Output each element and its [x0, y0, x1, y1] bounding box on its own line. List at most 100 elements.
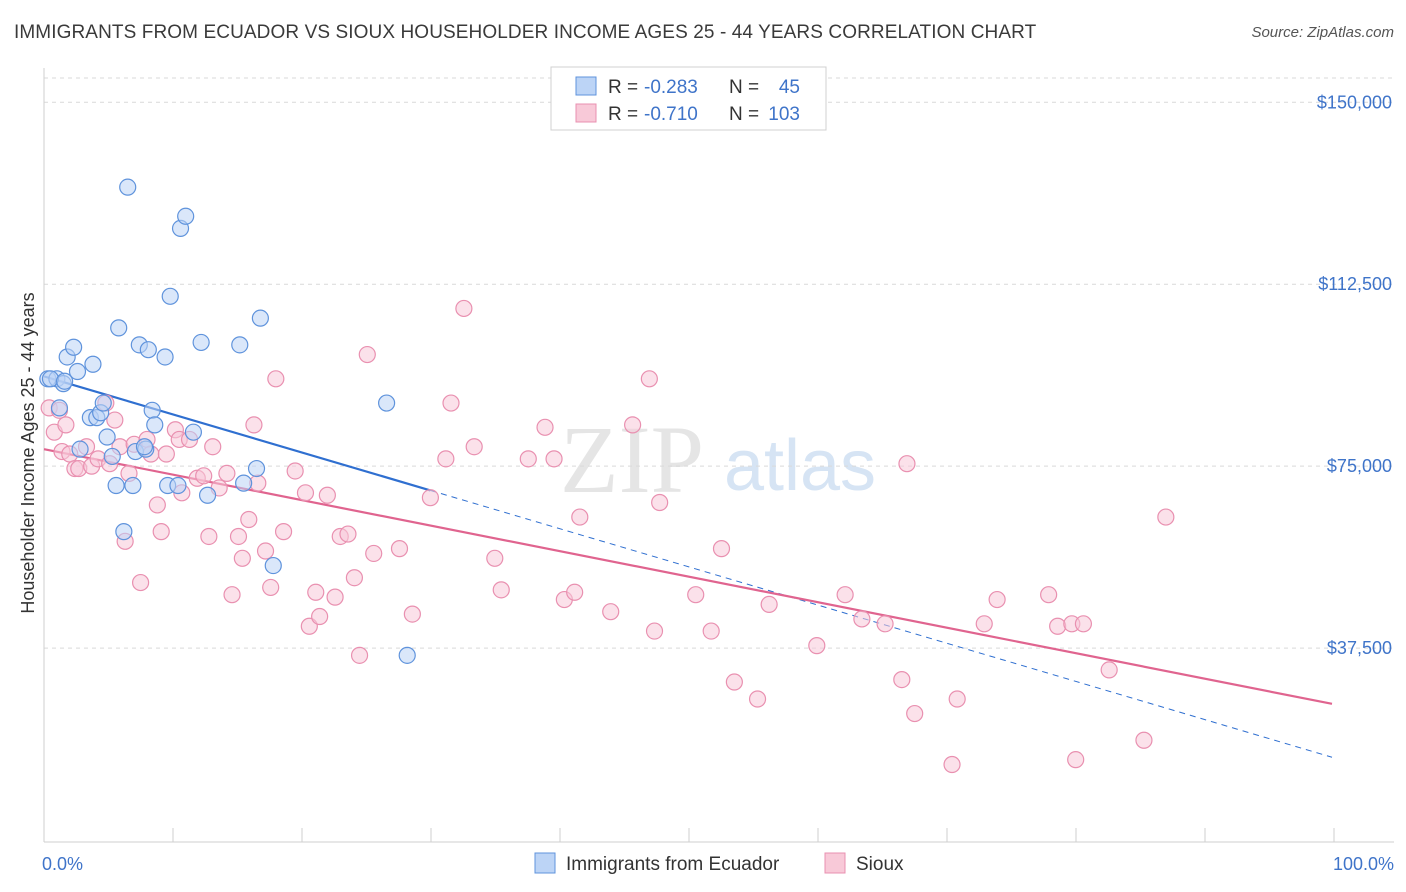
legend-swatch-sioux	[575, 103, 597, 123]
sioux-point	[204, 438, 222, 456]
sioux-point	[200, 527, 218, 546]
ecuador-point	[124, 476, 142, 495]
sioux-point	[836, 586, 854, 604]
sioux-point	[256, 542, 275, 560]
legend-r-label-sioux: R =	[608, 104, 638, 125]
sioux-point	[1100, 661, 1118, 679]
sioux-point	[267, 370, 285, 388]
ecuador-point	[71, 440, 89, 458]
ecuador-point	[378, 394, 396, 412]
sioux-point	[748, 690, 767, 708]
sioux-point	[274, 523, 293, 541]
y-tick-label: $37,500	[1327, 638, 1392, 658]
sioux-point	[326, 588, 344, 606]
sioux-point	[218, 464, 236, 483]
sioux-point	[1074, 615, 1093, 633]
sioux-point	[687, 586, 705, 604]
sioux-point	[157, 445, 175, 463]
ecuador-point	[235, 474, 253, 492]
legend-swatch-ecuador	[575, 76, 597, 96]
sioux-point	[148, 496, 166, 514]
ecuador-point	[50, 399, 69, 417]
chart-source: Source: ZipAtlas.com	[1251, 24, 1394, 41]
sioux-point	[651, 493, 669, 512]
sioux-point	[223, 586, 241, 604]
ecuador-point	[398, 646, 416, 664]
sioux-point	[808, 637, 826, 655]
sioux-point	[943, 755, 961, 774]
ecuador-point	[115, 523, 133, 541]
sioux-point	[365, 544, 383, 563]
sioux-point	[725, 673, 743, 691]
ecuador-point	[198, 486, 217, 504]
sioux-point	[876, 615, 894, 633]
sioux-point	[571, 508, 589, 526]
sioux-point	[195, 467, 213, 485]
ecuador-point	[103, 447, 121, 466]
x-tick-label-min: 0.0%	[42, 854, 83, 874]
ecuador-point	[135, 438, 154, 456]
sioux-point	[229, 527, 248, 546]
sioux-point	[898, 455, 916, 473]
ecuador-point	[56, 372, 74, 390]
sioux-point	[345, 569, 364, 587]
ecuador-trend-extension	[430, 489, 1333, 758]
sioux-point	[390, 540, 409, 558]
x-tick-label-max: 100.0%	[1333, 854, 1394, 874]
sioux-point	[545, 450, 563, 468]
sioux-point	[645, 622, 664, 640]
sioux-point	[152, 523, 170, 541]
ecuador-point	[41, 370, 60, 388]
legend-r-value-ecuador: -0.283	[644, 77, 698, 98]
bottom-legend-label-sioux: Sioux	[856, 854, 904, 875]
sioux-point	[455, 299, 473, 318]
ecuador-point	[107, 476, 125, 495]
bottom-legend-label-ecuador: Immigrants from Ecuador	[566, 854, 780, 875]
tick-labels: $37,500 $75,000 $112,500 $150,000 0.0% 100.0%	[42, 92, 1394, 874]
sioux-point	[57, 416, 75, 434]
sioux-point	[702, 622, 720, 640]
sioux-point	[602, 603, 620, 621]
sioux-point	[350, 646, 369, 664]
ecuador-point	[231, 336, 249, 354]
legend-r-label-ecuador: R =	[608, 77, 638, 98]
sioux-point	[988, 590, 1006, 609]
sioux-point	[240, 510, 258, 529]
ecuador-point	[247, 459, 266, 478]
ecuador-point	[156, 348, 174, 366]
sioux-point	[106, 411, 124, 429]
sioux-point	[948, 690, 966, 708]
ecuador-point	[192, 333, 210, 352]
legend-r-value-sioux: -0.710	[644, 104, 698, 125]
chart-title: IMMIGRANTS FROM ECUADOR VS SIOUX HOUSEHO…	[14, 22, 1037, 43]
data-points	[39, 178, 1175, 774]
axes	[43, 68, 1394, 843]
sioux-point	[339, 525, 357, 543]
legend-n-value-ecuador: 45	[779, 77, 800, 98]
legend-n-value-sioux: 103	[768, 104, 800, 125]
sioux-point	[403, 605, 421, 623]
ecuador-point	[143, 401, 161, 419]
sioux-point	[492, 581, 510, 599]
ecuador-point	[119, 178, 137, 196]
sioux-point	[906, 704, 924, 723]
sioux-point	[1049, 617, 1067, 635]
sioux-point	[286, 462, 304, 480]
sioux-point	[624, 416, 642, 434]
y-tick-label: $150,000	[1317, 92, 1392, 112]
legend-box	[550, 66, 827, 131]
ecuador-point	[251, 309, 269, 327]
ecuador-point	[94, 394, 112, 412]
sioux-point	[536, 418, 554, 436]
y-tick-label: $75,000	[1327, 456, 1392, 476]
sioux-point	[566, 583, 584, 601]
sioux-point	[245, 416, 263, 434]
bottom-legend-swatch-ecuador	[534, 852, 556, 874]
sioux-point	[640, 370, 658, 388]
ecuador-point	[68, 362, 87, 381]
ecuador-point	[169, 476, 187, 495]
sioux-point	[975, 615, 993, 633]
bottom-legend: Immigrants from Ecuador Sioux	[534, 852, 904, 875]
sioux-point	[519, 450, 537, 468]
